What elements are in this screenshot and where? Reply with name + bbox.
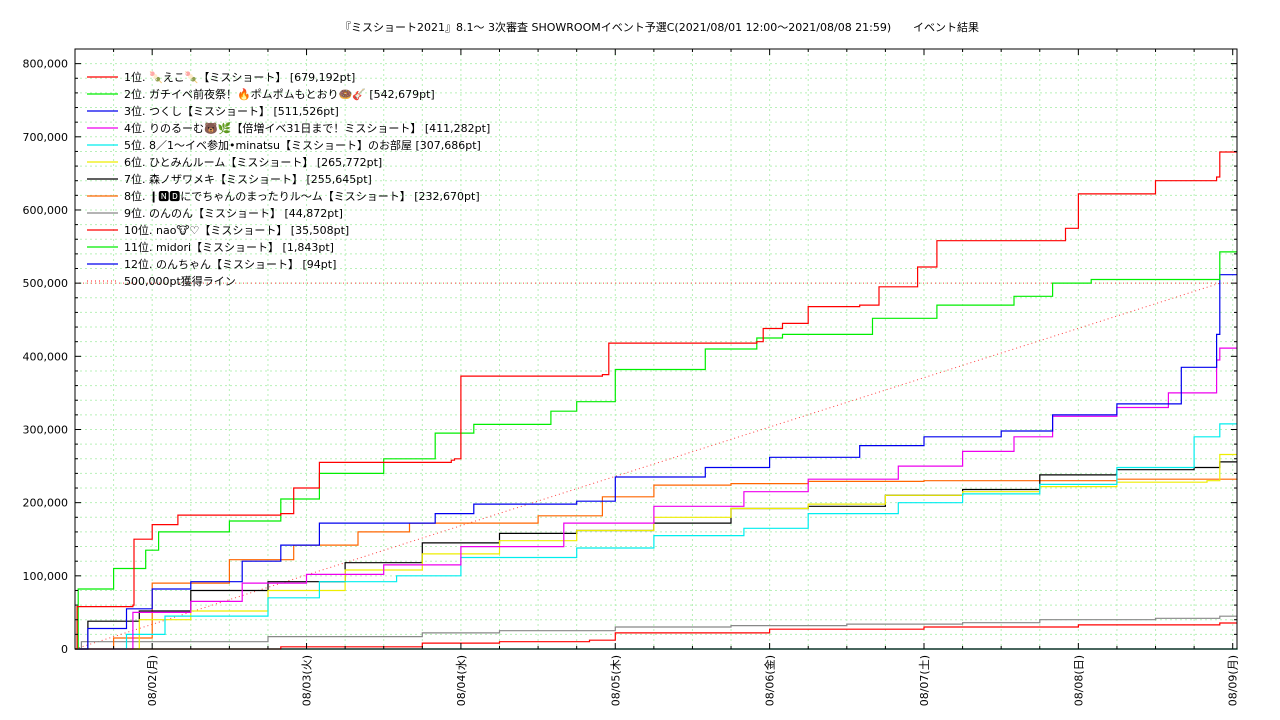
legend: 1位. 🍡えこ🍡【ミスショート】 [679,192pt] 2位. ガチイベ前夜祭！…	[87, 70, 490, 288]
legend-label: 500,000pt獲得ライン	[124, 275, 236, 288]
x-tick-label: 08/07(土)	[918, 655, 931, 706]
x-tick-label: 08/09(月)	[1227, 655, 1240, 706]
series-line	[75, 423, 1237, 650]
legend-label: 9位. のんのん【ミスショート】 [44,872pt]	[124, 206, 343, 220]
x-tick-label: 08/02(月)	[146, 655, 159, 706]
legend-label: 6位. ひとみんルーム【ミスショート】 [265,772pt]	[124, 155, 382, 169]
legend-label: 7位. 森ノザワメキ【ミスショート】 [255,645pt]	[124, 172, 372, 186]
y-tick-label: 500,000	[23, 277, 69, 290]
legend-label: 11位. midori【ミスショート】 [1,843pt]	[124, 240, 334, 254]
legend-label: 10位. nao🐮♡【ミスショート】 [35,508pt]	[124, 223, 349, 237]
y-tick-label: 600,000	[23, 204, 69, 217]
legend-label: 1位. 🍡えこ🍡【ミスショート】 [679,192pt]	[124, 70, 355, 84]
x-axis: 08/02(月) 08/03(火) 08/04(水) 08/05(木) 08/06(金)…	[74, 49, 1240, 706]
y-axis: 0 100,000 200,000 300,000 400,000 500,000 600,…	[23, 48, 1237, 656]
legend-label: 3位. つくし【ミスショート】 [511,526pt]	[124, 104, 339, 118]
y-tick-label: 200,000	[23, 497, 69, 510]
x-tick-label: 08/05(木)	[609, 655, 622, 706]
legend-label: 4位. りのるーむ🐻🌿【倍増イベ31日まで！ミスショート】 [411,282pt…	[124, 121, 490, 135]
y-tick-label: 800,000	[23, 58, 69, 71]
series-line	[75, 461, 1237, 650]
y-tick-label: 0	[61, 643, 68, 656]
x-tick-label: 08/08(日)	[1072, 655, 1085, 706]
y-tick-label: 700,000	[23, 131, 69, 144]
series-line	[75, 615, 1237, 650]
legend-label: 8位. ❙🅽🅳にでちゃんのまったりル〜ム【ミスショート】 [232,670pt]	[124, 189, 480, 203]
plot-frame	[74, 48, 1238, 650]
series-line	[75, 251, 1237, 650]
x-tick-label: 08/03(火)	[301, 655, 314, 706]
series-line	[75, 347, 1237, 650]
legend-label: 2位. ガチイベ前夜祭！🔥ポムポムもとおり🍩🎸 [542,679pt]	[124, 87, 435, 101]
reference-line-diagonal	[74, 282, 1221, 650]
series-line	[75, 274, 1237, 650]
y-tick-label: 400,000	[23, 350, 69, 363]
legend-label: 12位. のんちゃん【ミスショート】 [94pt]	[124, 257, 336, 271]
x-tick-label: 08/06(金)	[763, 655, 777, 706]
series-line	[75, 151, 1237, 650]
series-line	[75, 478, 1238, 650]
chart-title: 『ミスショート2021』8.1〜 3次審査 SHOWROOMイベント予選C(20…	[340, 20, 891, 34]
x-tick-label: 08/04(水)	[455, 655, 468, 706]
reference-line-group	[74, 282, 1237, 650]
y-tick-label: 100,000	[23, 570, 69, 583]
chart-subtitle: イベント結果	[913, 20, 979, 34]
legend-label: 5位. 8／1〜イベ参加•minatsu【ミスショート】のお部屋 [307,68…	[124, 138, 481, 152]
y-tick-label: 300,000	[23, 423, 69, 436]
